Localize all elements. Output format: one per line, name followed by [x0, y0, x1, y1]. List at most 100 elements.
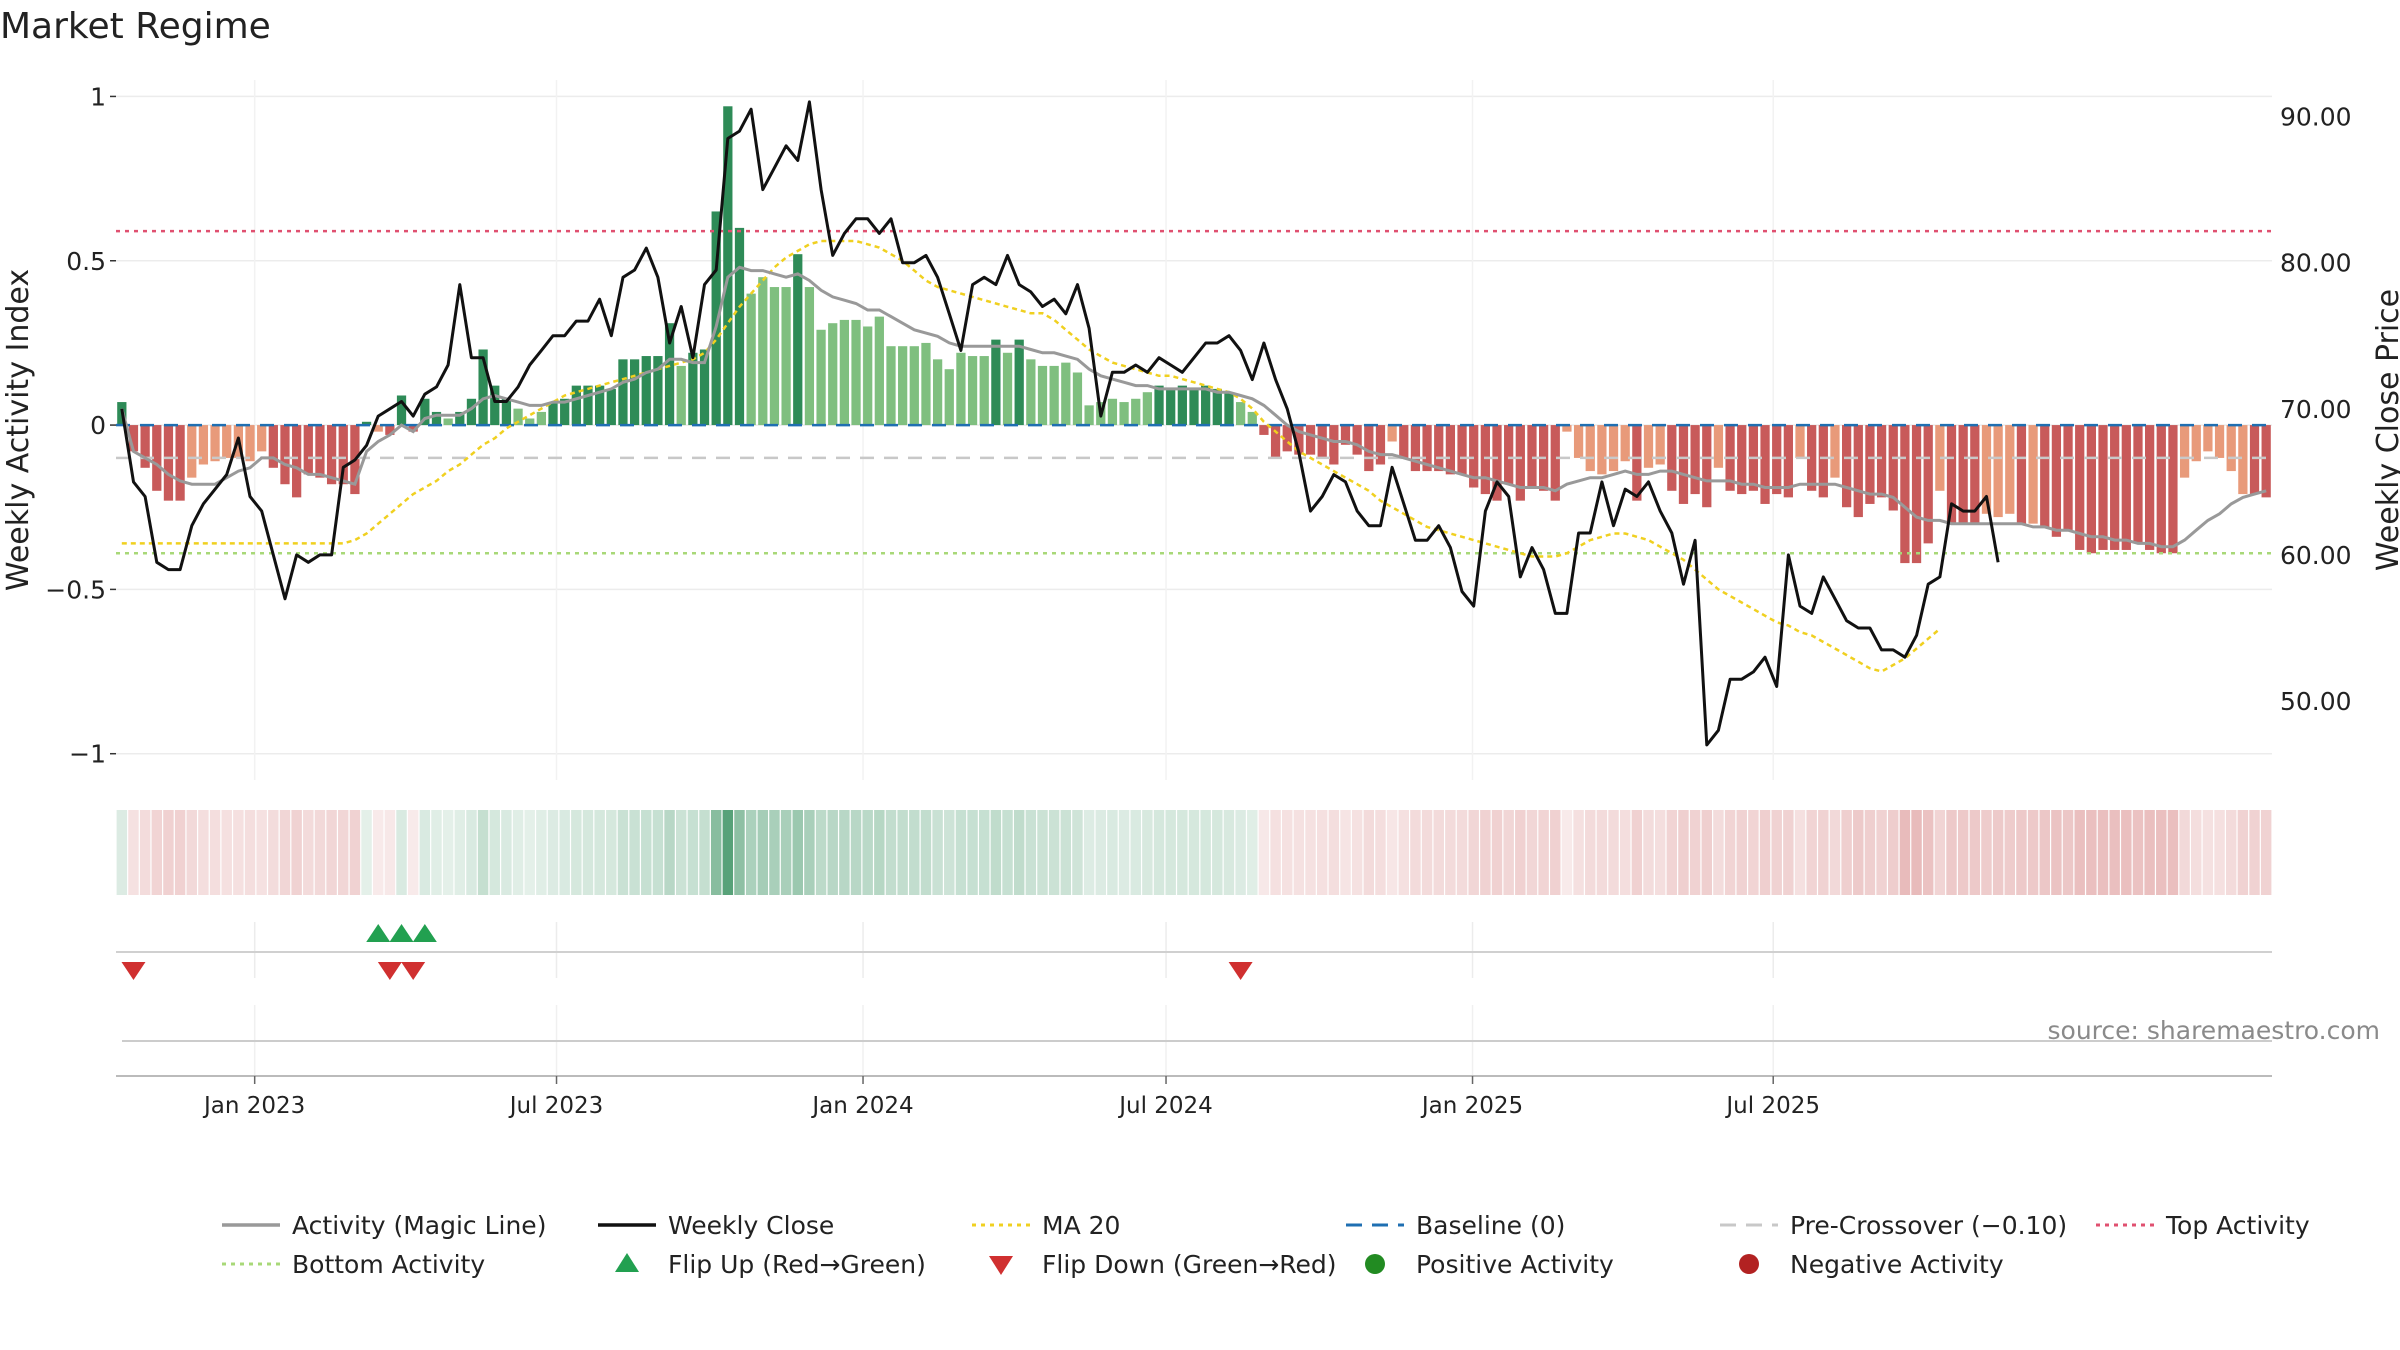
activity-bar	[1737, 425, 1747, 495]
activity-bar	[2226, 425, 2236, 472]
activity-bar	[979, 356, 989, 426]
activity-bar	[1189, 388, 1199, 426]
activity-bar	[1946, 425, 1957, 524]
activity-bar	[280, 425, 290, 485]
regime-cell	[617, 810, 629, 895]
activity-bar	[851, 319, 861, 426]
regime-cell	[1724, 810, 1736, 895]
regime-cell	[804, 810, 815, 895]
activity-bar	[1515, 425, 1525, 501]
regime-cell	[1957, 810, 1969, 895]
activity-bar	[1177, 385, 1187, 426]
activity-bar	[1632, 425, 1642, 501]
regime-cell	[454, 810, 466, 895]
activity-bar	[1061, 362, 1071, 426]
legend-label: Weekly Close	[668, 1211, 834, 1240]
regime-cell	[699, 810, 710, 895]
legend-item: Bottom Activity	[222, 1250, 485, 1279]
activity-bar	[1212, 388, 1222, 426]
regime-cell	[1083, 810, 1095, 895]
activity-bar	[2168, 425, 2178, 554]
regime-cell	[979, 810, 990, 895]
regime-cell	[547, 810, 559, 895]
activity-bar	[711, 211, 721, 426]
activity-bar	[2121, 425, 2131, 550]
activity-bar	[2063, 425, 2073, 531]
regime-cell	[1888, 810, 1899, 895]
activity-bar	[664, 323, 675, 426]
activity-bar	[326, 425, 337, 485]
activity-bar	[583, 385, 593, 426]
regime-cell	[489, 810, 500, 895]
y2-tick-label: 60.00	[2280, 541, 2352, 570]
activity-bar	[606, 388, 616, 426]
activity-bar	[1294, 425, 1304, 455]
activity-bar	[571, 385, 581, 426]
regime-cell	[815, 810, 827, 895]
flip-down-marker	[121, 962, 146, 980]
regime-cell	[256, 810, 267, 895]
regime-cell	[1643, 810, 1654, 895]
regime-cell	[1456, 810, 1468, 895]
regime-cell	[780, 810, 792, 895]
legend-item: Pre-Crossover (−0.10)	[1720, 1211, 2067, 1240]
activity-bar	[443, 418, 453, 426]
regime-cell	[268, 810, 279, 895]
x-tick-label: Jul 2025	[1724, 1093, 1820, 1119]
regime-cell	[641, 810, 652, 895]
regime-cell	[2086, 810, 2097, 895]
activity-bar	[163, 425, 174, 501]
activity-bar	[1562, 425, 1572, 432]
x-axis: Jan 2023 Jul 2023 Jan 2024 Jul 2024 Jan 2025…	[116, 1075, 2272, 1119]
activity-bar	[1201, 385, 1211, 426]
activity-bar	[1410, 425, 1421, 472]
activity-bar	[1643, 425, 1654, 468]
activity-bar	[1620, 425, 1630, 462]
activity-bar	[2086, 425, 2096, 554]
activity-bar	[874, 316, 884, 426]
activity-bar	[245, 425, 255, 462]
activity-bar	[1935, 425, 1945, 491]
regime-cell	[769, 810, 780, 895]
regime-cell	[1165, 810, 1176, 895]
flip-up-marker	[412, 924, 437, 942]
activity-bar	[222, 425, 232, 458]
y2-tick-label: 80.00	[2280, 249, 2352, 278]
activity-bar	[1037, 365, 1048, 426]
activity-bar	[1329, 425, 1339, 465]
activity-bar	[1445, 425, 1456, 475]
weekly-close-line	[120, 100, 2000, 747]
activity-bar	[140, 425, 150, 468]
legend-swatch	[1739, 1254, 1759, 1274]
flip-up-marker	[366, 924, 391, 942]
activity-bar	[1224, 392, 1234, 426]
regime-cell	[967, 810, 978, 895]
regime-cell	[1922, 810, 1934, 895]
activity-bar	[292, 425, 302, 498]
regime-cell	[174, 810, 186, 895]
activity-bar	[1911, 425, 1922, 564]
regime-cell	[442, 810, 454, 895]
regime-cell	[2225, 810, 2237, 895]
activity-bar	[560, 398, 570, 426]
regime-cell	[477, 810, 489, 895]
activity-bar	[1142, 392, 1153, 426]
legend-label: Top Activity	[2165, 1211, 2310, 1240]
regime-cell	[745, 810, 757, 895]
regime-cell	[839, 810, 850, 895]
activity-bar	[2238, 425, 2248, 495]
activity-bar	[839, 319, 850, 426]
regime-cell	[1992, 810, 2004, 895]
legend-label: Negative Activity	[1790, 1250, 2004, 1279]
regime-cell	[1188, 810, 1200, 895]
activity-bar	[536, 411, 546, 426]
regime-cell	[1375, 810, 1386, 895]
regime-cell	[1270, 810, 1281, 895]
activity-bar	[944, 369, 954, 426]
activity-bar	[1958, 425, 1968, 524]
regime-cell	[1538, 810, 1549, 895]
regime-cell	[757, 810, 769, 895]
activity-bar	[1026, 359, 1036, 426]
regime-cell	[1748, 810, 1759, 895]
activity-bar	[1713, 425, 1724, 468]
